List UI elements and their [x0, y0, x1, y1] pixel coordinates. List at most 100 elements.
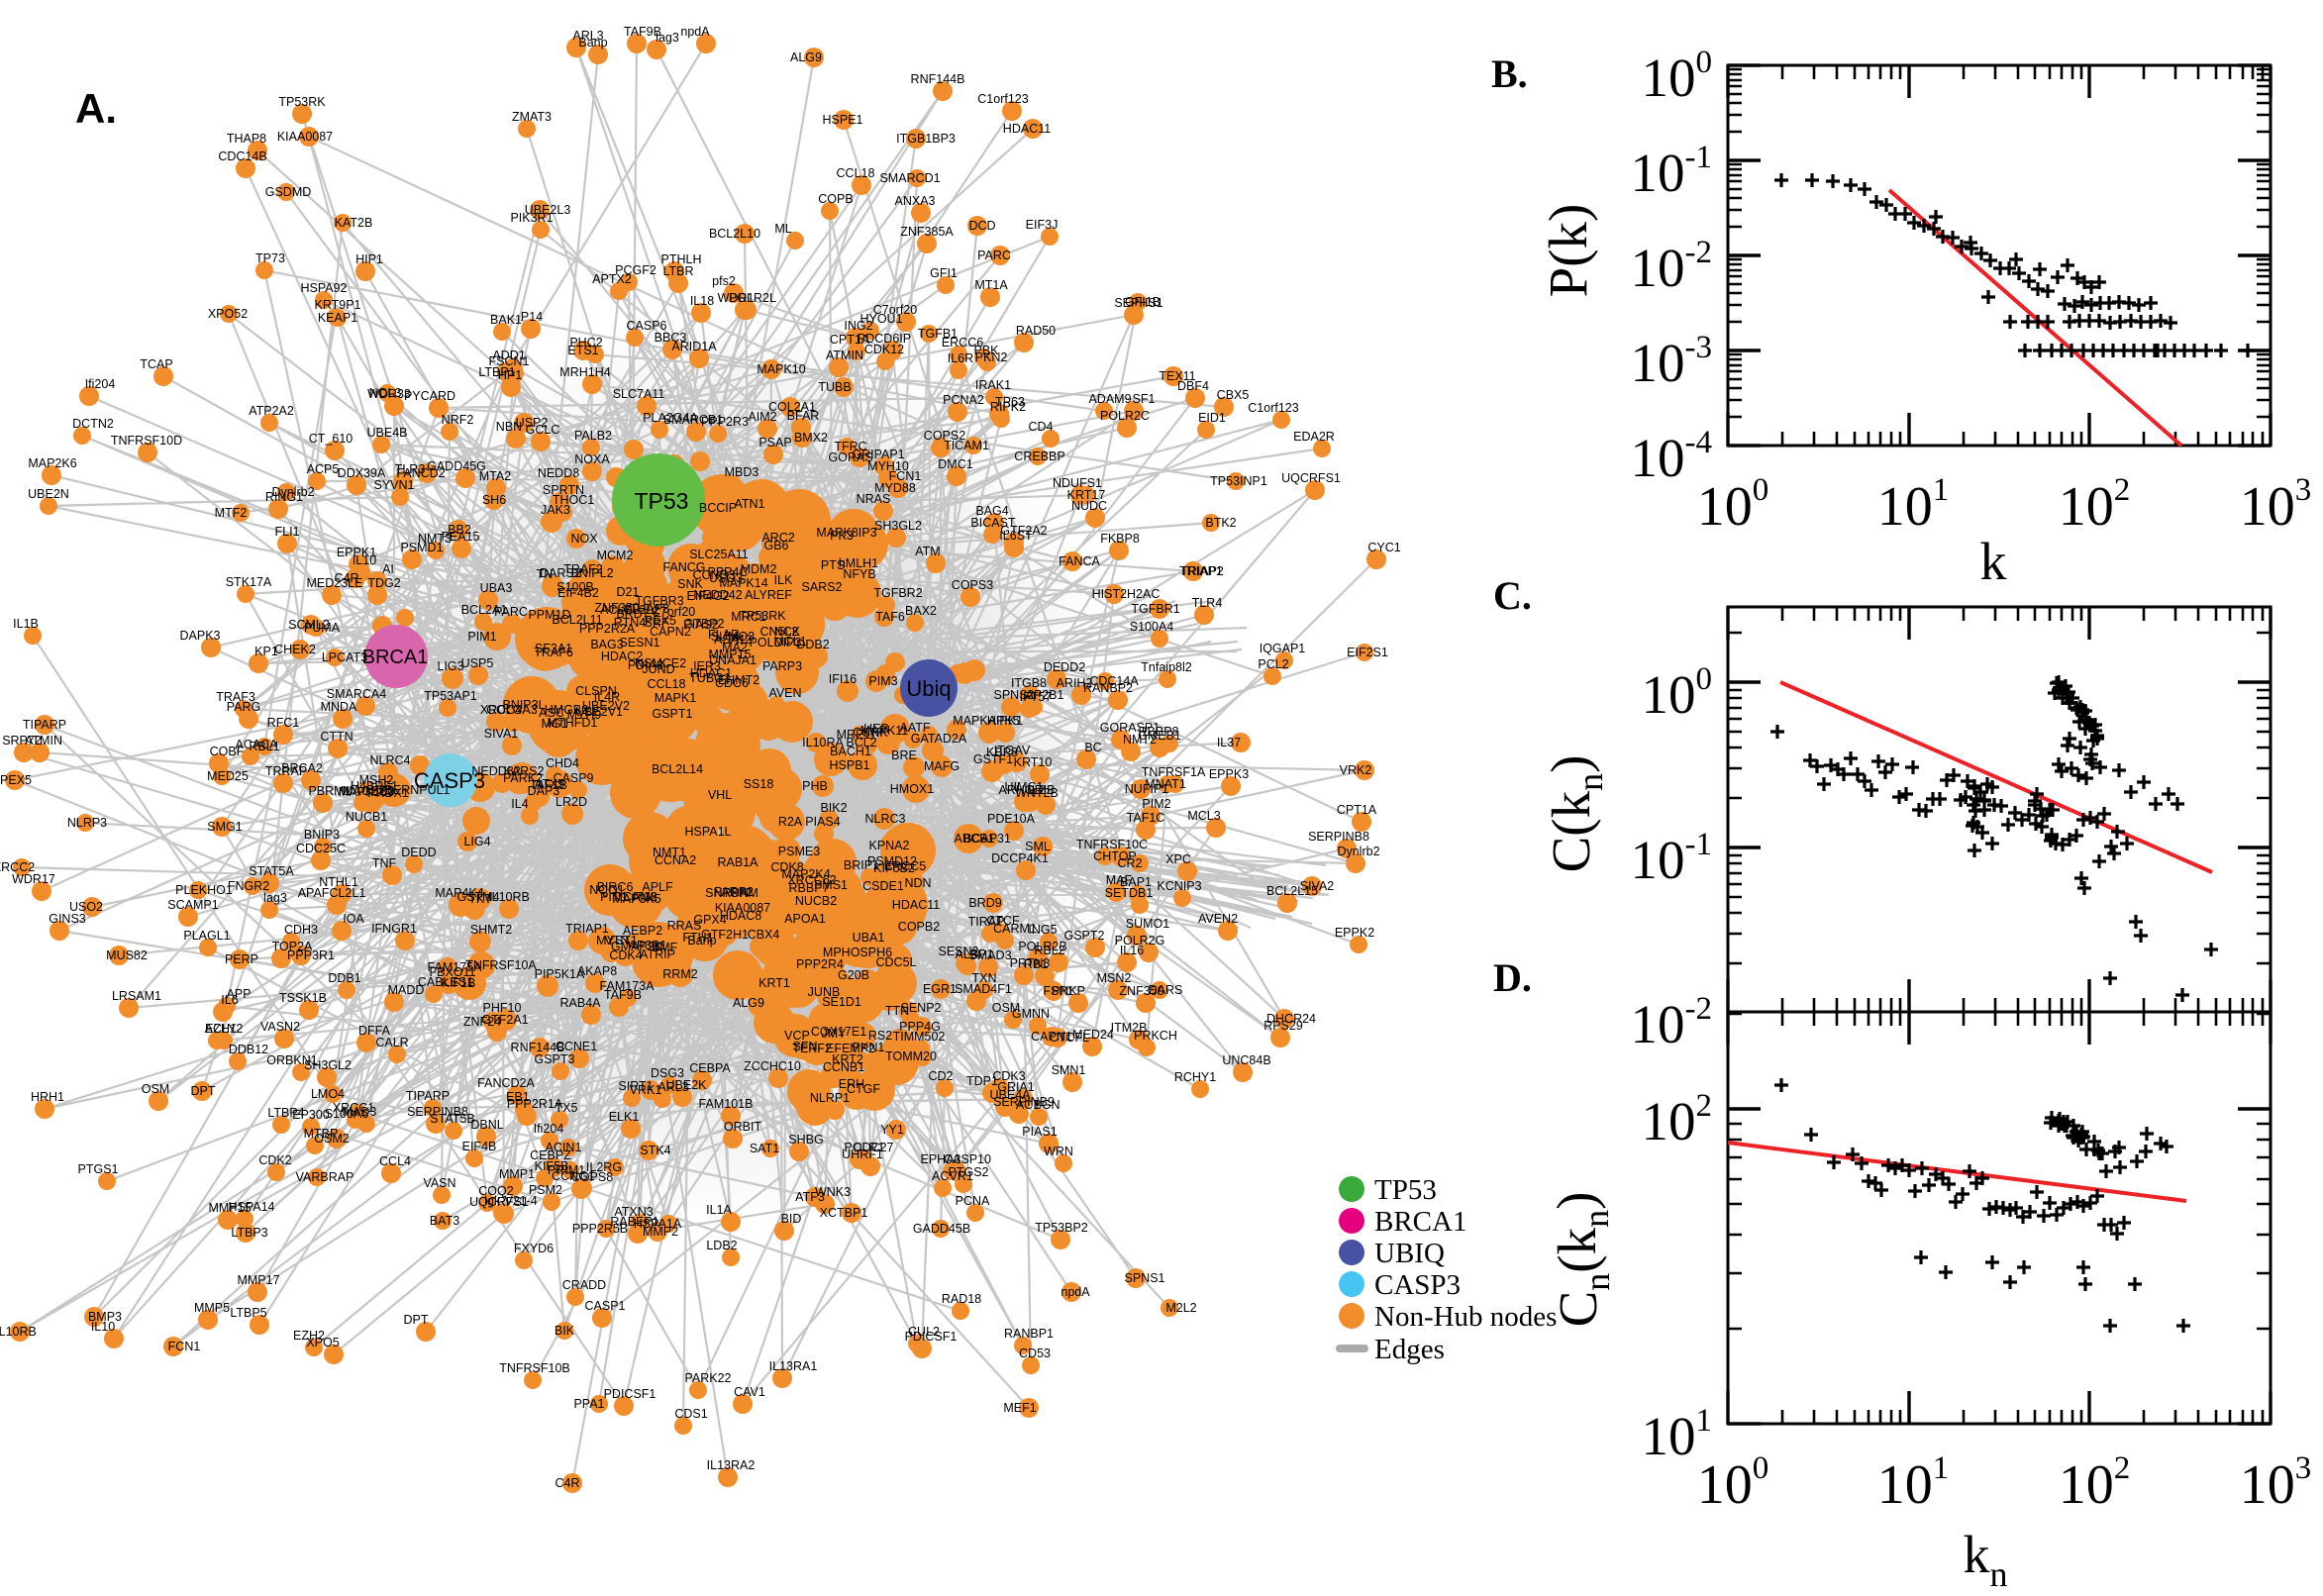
- svg-text:FSP1: FSP1: [1043, 984, 1073, 998]
- svg-text:PPM1D: PPM1D: [528, 608, 570, 622]
- svg-text:MEF1: MEF1: [1003, 1401, 1036, 1415]
- svg-text:HEB: HEB: [863, 722, 889, 736]
- svg-text:TRRAP: TRRAP: [265, 764, 307, 778]
- svg-text:ERCC2: ERCC2: [0, 860, 35, 874]
- svg-text:Cn(kn): Cn(kn): [1546, 1192, 1617, 1328]
- svg-text:TCAP: TCAP: [140, 357, 172, 371]
- svg-text:MRE11: MRE11: [837, 728, 877, 742]
- svg-text:TP53: TP53: [1374, 1174, 1437, 1206]
- svg-text:NQO1: NQO1: [589, 883, 624, 897]
- svg-text:CAPN1: CAPN1: [1031, 1030, 1072, 1044]
- svg-text:COPB2: COPB2: [898, 920, 940, 934]
- svg-text:RIPK2: RIPK2: [990, 400, 1026, 414]
- svg-text:AI: AI: [382, 562, 394, 576]
- svg-text:ING2: ING2: [844, 319, 872, 333]
- svg-text:GSDMD: GSDMD: [265, 185, 312, 199]
- svg-text:C4R: C4R: [555, 1476, 579, 1490]
- svg-text:RANBP2: RANBP2: [1083, 681, 1133, 695]
- svg-text:IL6: IL6: [221, 993, 238, 1007]
- svg-text:SPNS1: SPNS1: [1125, 1271, 1165, 1285]
- svg-text:VASN: VASN: [423, 1176, 455, 1190]
- svg-text:PK2: PK2: [728, 633, 752, 647]
- svg-text:VCP: VCP: [784, 1029, 810, 1043]
- svg-text:UBE2K: UBE2K: [666, 1078, 708, 1092]
- svg-text:ORBKN1: ORBKN1: [266, 1053, 317, 1067]
- svg-text:ATMIN: ATMIN: [25, 734, 62, 748]
- svg-text:MA2: MA2: [722, 641, 748, 654]
- svg-text:PARK2: PARK2: [503, 771, 543, 785]
- svg-text:HDAC11: HDAC11: [892, 898, 940, 912]
- svg-text:TICAM2: TICAM2: [612, 890, 657, 904]
- svg-text:CHD4: CHD4: [546, 756, 579, 770]
- svg-text:DCTN2: DCTN2: [72, 417, 114, 431]
- svg-text:ARL3: ARL3: [657, 1080, 688, 1094]
- svg-text:NOXA: NOXA: [574, 452, 610, 466]
- svg-text:IL6R: IL6R: [948, 351, 973, 365]
- svg-text:RB1: RB1: [1024, 957, 1048, 971]
- svg-text:MAP2K6: MAP2K6: [28, 456, 76, 470]
- svg-text:WNK3: WNK3: [815, 1185, 851, 1199]
- svg-text:NFYB: NFYB: [843, 567, 875, 581]
- svg-text:BID: BID: [781, 1212, 802, 1226]
- svg-text:C(kn): C(kn): [1540, 755, 1610, 873]
- svg-text:SEPHS1: SEPHS1: [1114, 296, 1162, 310]
- svg-text:AVEN: AVEN: [768, 686, 801, 700]
- svg-text:CRADD: CRADD: [562, 1278, 606, 1292]
- svg-text:KIAA0087: KIAA0087: [277, 130, 333, 144]
- svg-text:MAPK10: MAPK10: [757, 362, 805, 376]
- svg-text:CDK2: CDK2: [258, 1153, 291, 1167]
- svg-text:COBF: COBF: [210, 745, 245, 758]
- svg-text:ASA1: ASA1: [714, 633, 746, 647]
- svg-text:TP53INP1: TP53INP1: [1210, 474, 1267, 488]
- svg-text:Edges: Edges: [1374, 1334, 1445, 1365]
- svg-text:LR2D: LR2D: [556, 795, 587, 809]
- svg-text:SNK: SNK: [677, 577, 703, 591]
- svg-text:GADD45B: GADD45B: [913, 1222, 970, 1236]
- svg-text:FANCA: FANCA: [1059, 554, 1100, 568]
- svg-text:ZNF350: ZNF350: [594, 601, 639, 615]
- svg-text:UBE2V1: UBE2V1: [575, 705, 623, 719]
- svg-text:VARBRAP: VARBRAP: [296, 1170, 354, 1184]
- svg-text:UBE4A: UBE4A: [990, 1088, 1032, 1102]
- svg-text:NUDC: NUDC: [1071, 499, 1107, 513]
- svg-text:EDA2R: EDA2R: [1293, 430, 1335, 444]
- svg-text:PIAS4: PIAS4: [805, 815, 840, 829]
- svg-text:AIM2: AIM2: [748, 410, 776, 424]
- svg-text:PCNA2: PCNA2: [943, 393, 984, 407]
- svg-text:CHEK2: CHEK2: [274, 643, 316, 656]
- svg-text:KBP8: KBP8: [986, 746, 1018, 759]
- svg-text:TP63: TP63: [995, 395, 1025, 409]
- svg-text:Ifi204: Ifi204: [85, 377, 116, 391]
- svg-text:KIF5B: KIF5B: [535, 1159, 569, 1173]
- svg-text:ANXA3: ANXA3: [895, 194, 936, 208]
- svg-text:NBN: NBN: [496, 420, 522, 434]
- svg-text:PEA15: PEA15: [442, 530, 480, 544]
- svg-text:STAT5A: STAT5A: [249, 864, 294, 878]
- svg-text:HP1: HP1: [498, 368, 522, 382]
- svg-text:Dynlrb2: Dynlrb2: [271, 485, 314, 499]
- svg-text:NEDD42: NEDD42: [693, 588, 742, 602]
- svg-text:IQGAP1: IQGAP1: [1260, 642, 1306, 655]
- svg-text:FAM173A: FAM173A: [600, 979, 656, 993]
- svg-text:ACIN1: ACIN1: [546, 1141, 582, 1154]
- svg-text:IL1A: IL1A: [706, 1203, 732, 1217]
- svg-text:OSM2: OSM2: [314, 1132, 349, 1146]
- svg-text:CTGF: CTGF: [847, 1082, 880, 1096]
- svg-text:EPPK2: EPPK2: [1335, 926, 1374, 940]
- svg-text:BNIP3: BNIP3: [304, 828, 340, 842]
- svg-text:TICAM1: TICAM1: [944, 439, 989, 452]
- svg-text:SMG1: SMG1: [207, 820, 242, 834]
- svg-text:DNAJA1: DNAJA1: [709, 653, 757, 667]
- svg-text:JUNB: JUNB: [808, 985, 841, 999]
- svg-text:Ifi204: Ifi204: [534, 1122, 564, 1136]
- svg-text:LTBP4: LTBP4: [267, 1106, 304, 1120]
- svg-text:KIF1B: KIF1B: [442, 976, 476, 990]
- svg-text:HIST2H2AC: HIST2H2AC: [1092, 587, 1161, 601]
- svg-text:PALB2: PALB2: [574, 429, 612, 443]
- svg-text:ING5: ING5: [1028, 923, 1057, 937]
- svg-text:XRCC1: XRCC1: [333, 1101, 374, 1115]
- svg-text:TIMM502: TIMM502: [893, 1030, 946, 1044]
- svg-text:FCN1: FCN1: [889, 469, 922, 483]
- svg-text:TERF2: TERF2: [792, 1042, 832, 1055]
- svg-text:MAPK11: MAPK11: [860, 724, 908, 738]
